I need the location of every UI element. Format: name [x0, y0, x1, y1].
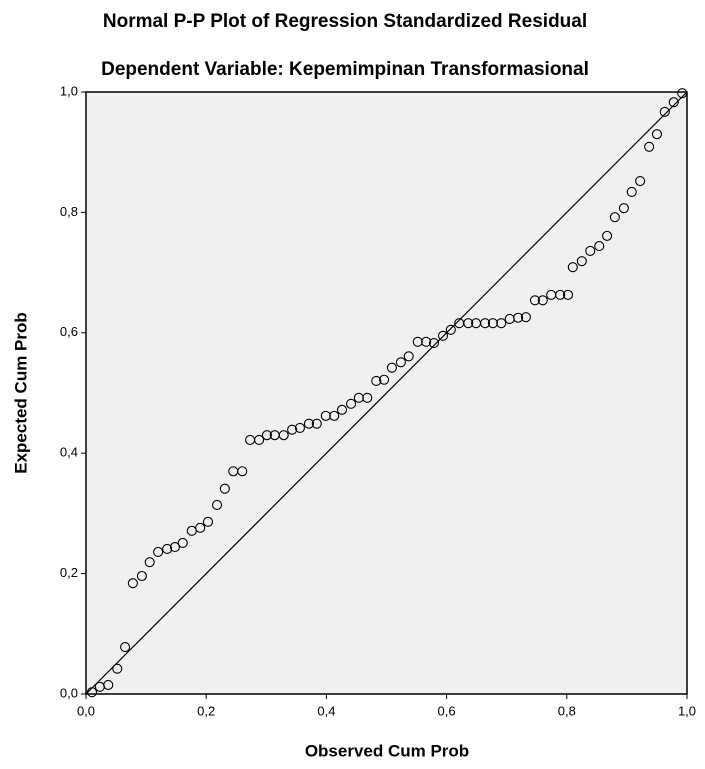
data-point	[537, 295, 548, 306]
data-point	[211, 499, 223, 511]
data-point	[555, 289, 566, 300]
data-point	[103, 679, 114, 691]
data-point	[162, 543, 173, 554]
data-point	[362, 392, 373, 403]
x-tick-label: 0,0	[77, 703, 95, 718]
data-point	[294, 422, 306, 433]
data-point	[237, 466, 248, 477]
data-point	[609, 212, 620, 223]
data-point	[659, 106, 670, 117]
data-point	[677, 88, 688, 99]
y-tick-label: 1,0	[60, 83, 78, 98]
chart-subtitle: Dependent Variable: Kepemimpinan Transfo…	[101, 59, 589, 80]
data-point	[371, 375, 382, 387]
data-point	[120, 641, 131, 653]
data-point	[668, 97, 679, 108]
data-point	[329, 410, 340, 421]
data-point	[480, 318, 491, 329]
data-point	[651, 129, 663, 140]
y-axis-label: Expected Cum Prob	[11, 312, 30, 474]
data-point	[496, 318, 507, 329]
chart-title: Normal P-P Plot of Regression Standardiz…	[103, 11, 587, 32]
data-point	[487, 318, 498, 329]
y-tick-label: 0,8	[60, 204, 78, 219]
data-point	[513, 312, 524, 323]
data-point	[520, 312, 531, 323]
data-point	[261, 430, 272, 441]
data-point	[278, 430, 289, 441]
data-point	[311, 418, 322, 429]
data-point	[195, 522, 206, 533]
x-tick-label: 0,4	[317, 703, 335, 718]
data-point	[562, 289, 574, 300]
data-point	[618, 203, 629, 214]
data-point	[127, 578, 138, 589]
data-point	[379, 374, 390, 385]
data-point	[202, 516, 214, 527]
data-point	[395, 357, 406, 368]
data-point	[421, 336, 432, 347]
data-point	[463, 318, 474, 329]
data-point	[254, 434, 265, 446]
y-tick-label: 0,6	[60, 324, 78, 339]
data-point	[529, 295, 540, 306]
data-point	[644, 141, 655, 152]
reference-line	[85, 91, 688, 695]
data-point	[303, 418, 315, 429]
data-point	[336, 404, 348, 415]
data-point	[576, 256, 587, 267]
y-tick-label: 0,0	[60, 685, 78, 700]
x-tick-label: 1,0	[678, 703, 696, 718]
data-point	[403, 351, 414, 362]
data-point	[136, 570, 147, 582]
data-point	[626, 186, 637, 197]
x-tick-label: 0,2	[197, 703, 215, 718]
data-point	[585, 245, 596, 256]
data-point	[594, 241, 605, 252]
y-tick-label: 0,4	[60, 445, 78, 460]
data-point	[153, 546, 164, 557]
data-point	[287, 424, 298, 435]
x-axis-label: Observed Cum Prob	[305, 741, 469, 760]
y-tick-label: 0,2	[60, 565, 78, 580]
data-point	[428, 337, 440, 349]
data-point	[602, 230, 613, 241]
data-point	[112, 663, 123, 674]
data-point	[635, 176, 646, 187]
data-point	[144, 557, 155, 568]
data-point	[412, 336, 423, 347]
data-point	[169, 542, 180, 553]
data-point	[320, 410, 331, 421]
x-tick-label: 0,6	[438, 703, 456, 718]
data-point	[386, 362, 397, 373]
data-point	[177, 537, 188, 548]
data-point	[219, 483, 230, 494]
data-point	[437, 330, 449, 341]
data-point	[353, 392, 364, 403]
data-point	[345, 398, 357, 409]
data-point	[86, 687, 98, 698]
data-point	[567, 262, 578, 273]
data-point	[445, 324, 456, 335]
x-tick-label: 0,8	[558, 703, 576, 718]
